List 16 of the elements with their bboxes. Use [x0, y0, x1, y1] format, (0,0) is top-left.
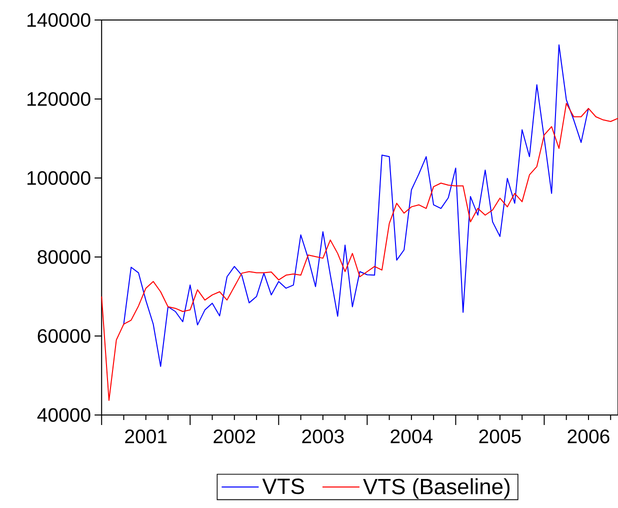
y-tick-label: 100000 [27, 171, 90, 185]
x-tick-label: 2002 [214, 430, 256, 444]
x-tick-label: 2003 [302, 430, 344, 444]
x-tick-label: 2001 [125, 430, 167, 444]
legend-label: VTS (Baseline) [363, 478, 510, 499]
legend-label: VTS [262, 478, 304, 494]
y-tick-label: 140000 [27, 13, 90, 27]
y-tick-label: 40000 [37, 408, 90, 422]
line-series [101, 102, 618, 401]
line-series [123, 44, 589, 367]
x-tick-label: 2004 [390, 430, 433, 444]
x-tick-label: 2006 [568, 430, 610, 444]
y-tick-label: 120000 [27, 92, 90, 106]
y-tick-label: 60000 [38, 329, 90, 343]
y-tick-label: 80000 [38, 250, 90, 264]
x-tick-label: 2005 [479, 430, 521, 444]
